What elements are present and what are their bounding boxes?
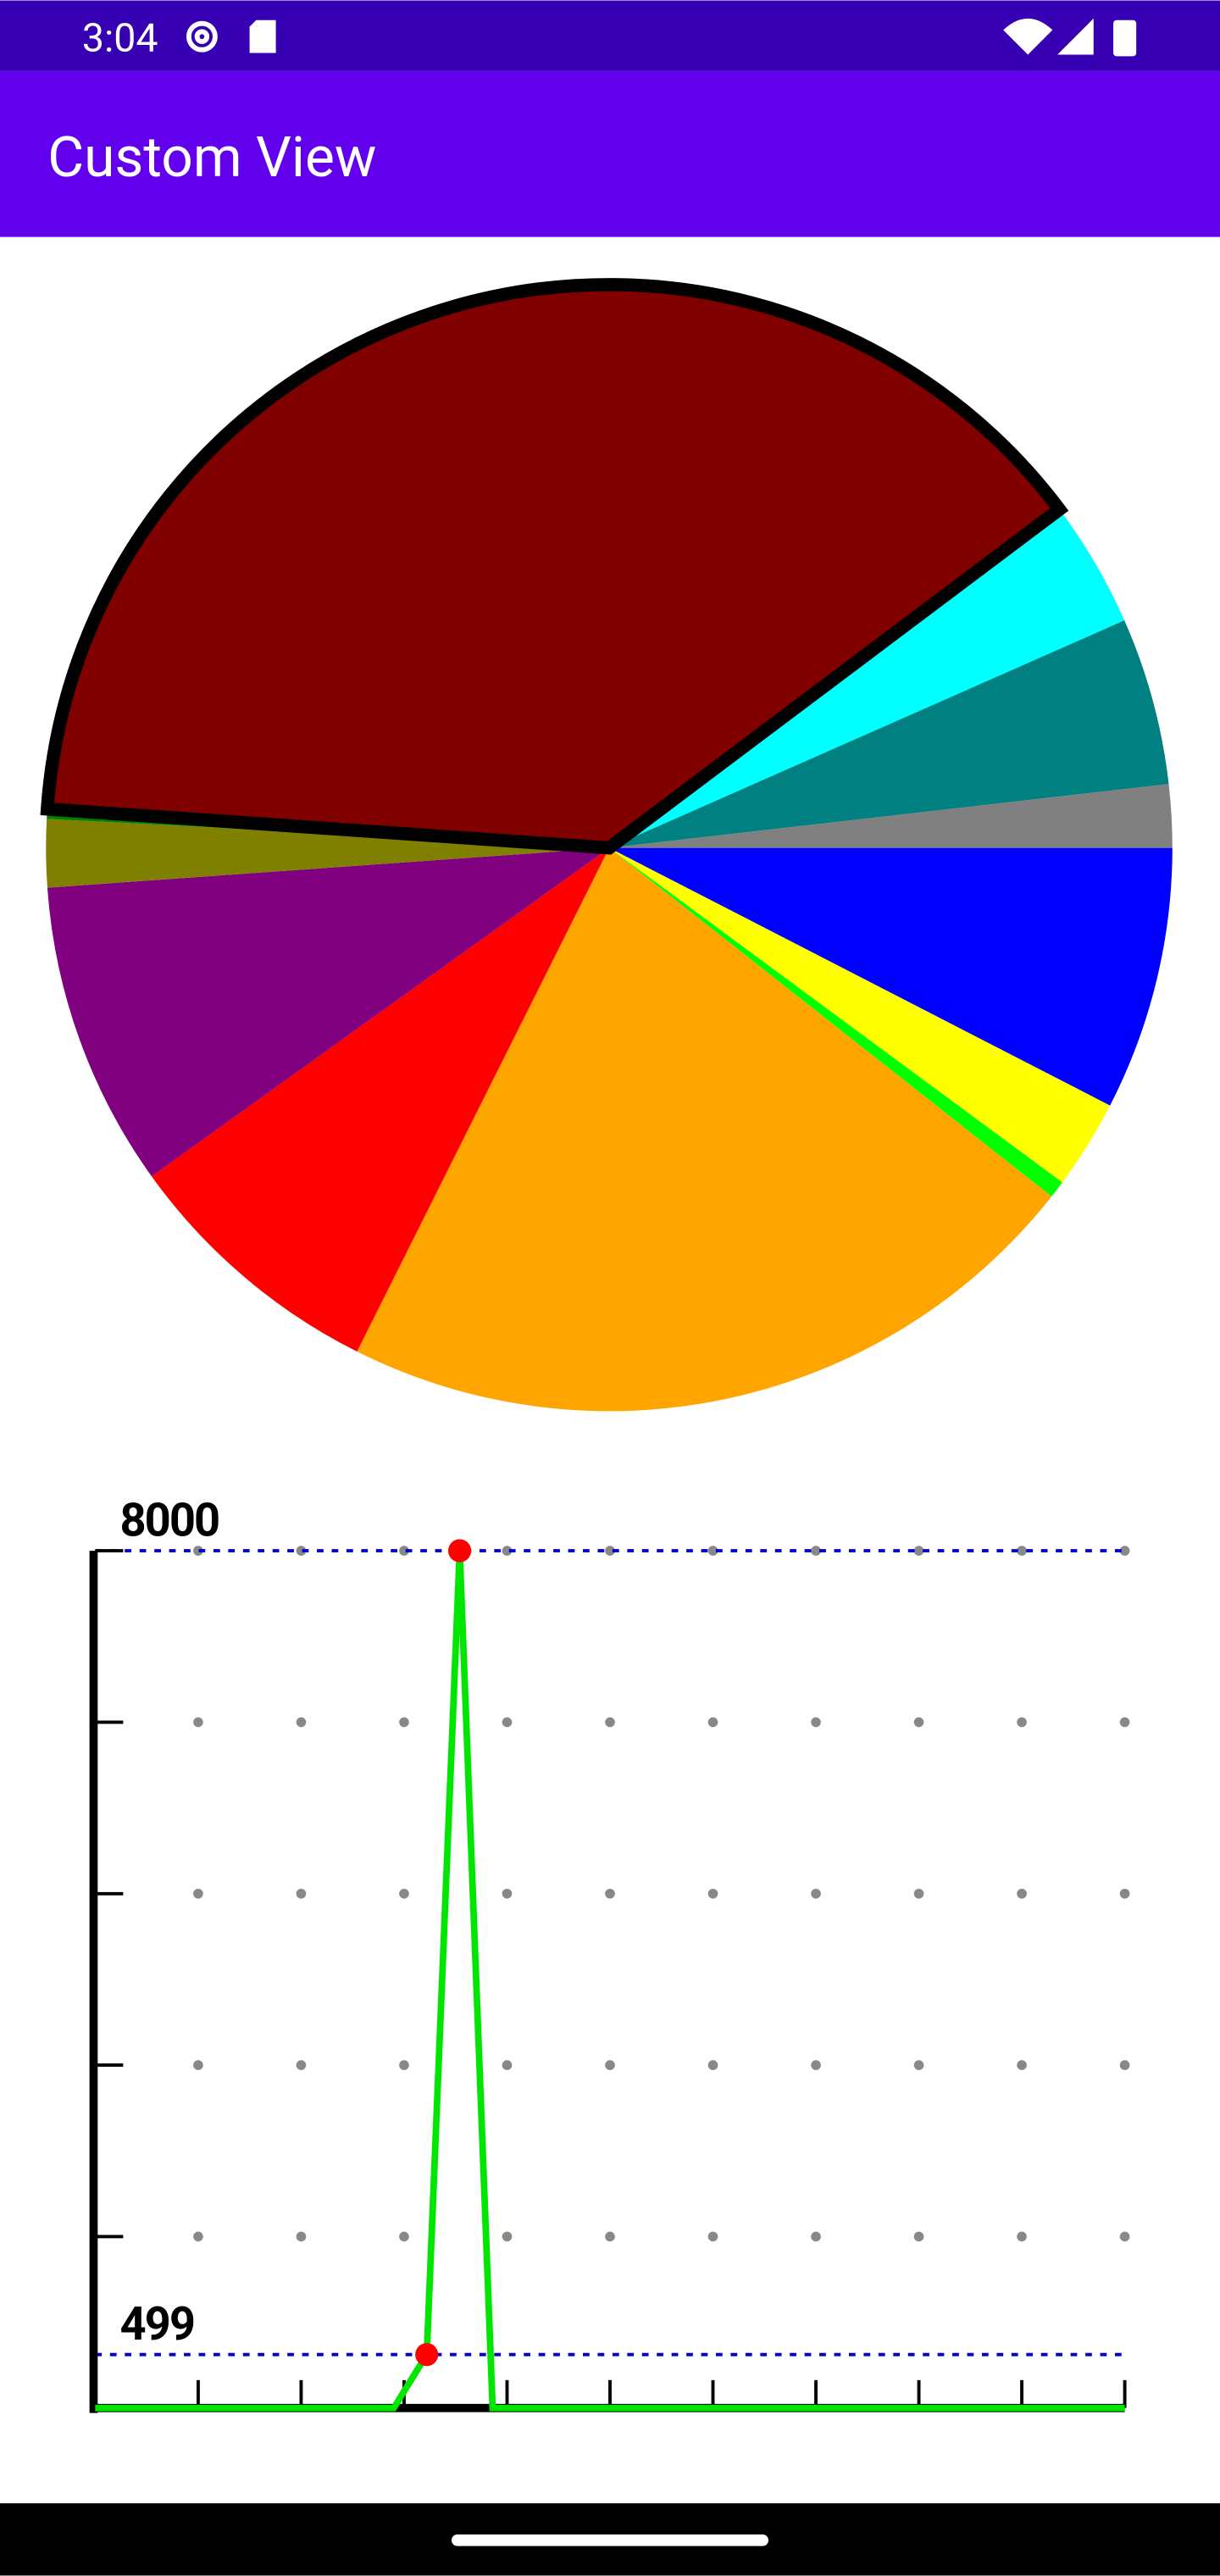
grid-dot xyxy=(707,2060,718,2070)
grid-dot xyxy=(193,1546,203,1556)
grid-dot xyxy=(502,2060,513,2070)
grid-dot xyxy=(605,2231,615,2242)
grid-dot xyxy=(913,1888,924,1899)
grid-dot xyxy=(1119,1717,1130,1728)
grid-dot xyxy=(811,2231,821,2242)
reference-label: 499 xyxy=(119,2298,194,2351)
grid-dot xyxy=(296,1546,307,1556)
grid-dot xyxy=(296,2060,307,2070)
grid-dot xyxy=(1017,2060,1027,2070)
pie-slice xyxy=(47,847,610,1177)
grid-dot xyxy=(605,2060,615,2070)
grid-dot xyxy=(296,2231,307,2242)
grid-dot xyxy=(605,1546,615,1556)
grid-dot xyxy=(811,1717,821,1728)
sd-card-icon xyxy=(249,19,276,53)
grid-dot xyxy=(811,1546,821,1556)
grid-dot xyxy=(399,1888,409,1899)
grid-dot xyxy=(913,2060,924,2070)
grid-dot xyxy=(707,1888,718,1899)
pie-slice xyxy=(609,784,1173,848)
grid-dot xyxy=(605,1717,615,1728)
grid-dot xyxy=(193,2060,203,2070)
pie-slice xyxy=(40,278,1069,855)
grid-dot xyxy=(399,1546,409,1556)
pie-slice xyxy=(609,620,1169,848)
grid-dot xyxy=(1017,1546,1027,1556)
pie-slice xyxy=(609,847,1111,1183)
grid-dot xyxy=(605,1888,615,1899)
battery-icon xyxy=(1113,19,1137,57)
grid-dot xyxy=(913,1546,924,1556)
settings-icon xyxy=(186,20,218,53)
pie-slice xyxy=(609,509,1125,848)
grid-dot xyxy=(502,1546,513,1556)
app-title: Custom View xyxy=(47,125,376,191)
grid-dot xyxy=(811,2060,821,2070)
grid-dot xyxy=(193,1888,203,1899)
signal-icon xyxy=(1057,18,1094,55)
pie-chart xyxy=(40,278,1173,1412)
grid-dot xyxy=(502,1717,513,1728)
grid-dot xyxy=(1017,2231,1027,2242)
grid-dot xyxy=(707,1546,718,1556)
line-chart: 8000 499 xyxy=(89,1495,1130,2413)
grid-dot xyxy=(399,2060,409,2070)
pie-slice xyxy=(609,847,1173,1106)
grid-dot xyxy=(502,2231,513,2242)
grid-dot xyxy=(913,2231,924,2242)
grid-dot xyxy=(1119,2060,1130,2070)
grid-dot xyxy=(502,1888,513,1899)
grid-dot xyxy=(296,1888,307,1899)
app-bar xyxy=(0,70,1220,237)
reference-label: 8000 xyxy=(119,1495,219,1548)
highlight-point xyxy=(415,2343,439,2367)
grid-dot xyxy=(913,1717,924,1728)
grid-dot xyxy=(1017,1888,1027,1899)
highlight-point xyxy=(448,1539,472,1563)
grid-dot xyxy=(1017,1717,1027,1728)
grid-dot xyxy=(296,1717,307,1728)
home-indicator[interactable] xyxy=(451,2534,769,2546)
pie-slice xyxy=(609,847,1062,1196)
grid-dot xyxy=(707,1717,718,1728)
wifi-icon xyxy=(1003,18,1053,55)
grid-dot xyxy=(1119,1888,1130,1899)
grid-dot xyxy=(1119,2231,1130,2242)
grid-dot xyxy=(707,2231,718,2242)
pie-slice xyxy=(46,819,610,888)
grid-dot xyxy=(811,1888,821,1899)
grid-dot xyxy=(1119,1546,1130,1556)
grid-dot xyxy=(399,2231,409,2242)
grid-dot xyxy=(193,1717,203,1728)
pie-slice xyxy=(357,847,1052,1412)
series-line xyxy=(95,1550,1125,2412)
status-time: 3:04 xyxy=(82,16,158,62)
grid-dot xyxy=(193,2231,203,2242)
pie-slice xyxy=(152,847,610,1352)
grid-dot xyxy=(399,1717,409,1728)
